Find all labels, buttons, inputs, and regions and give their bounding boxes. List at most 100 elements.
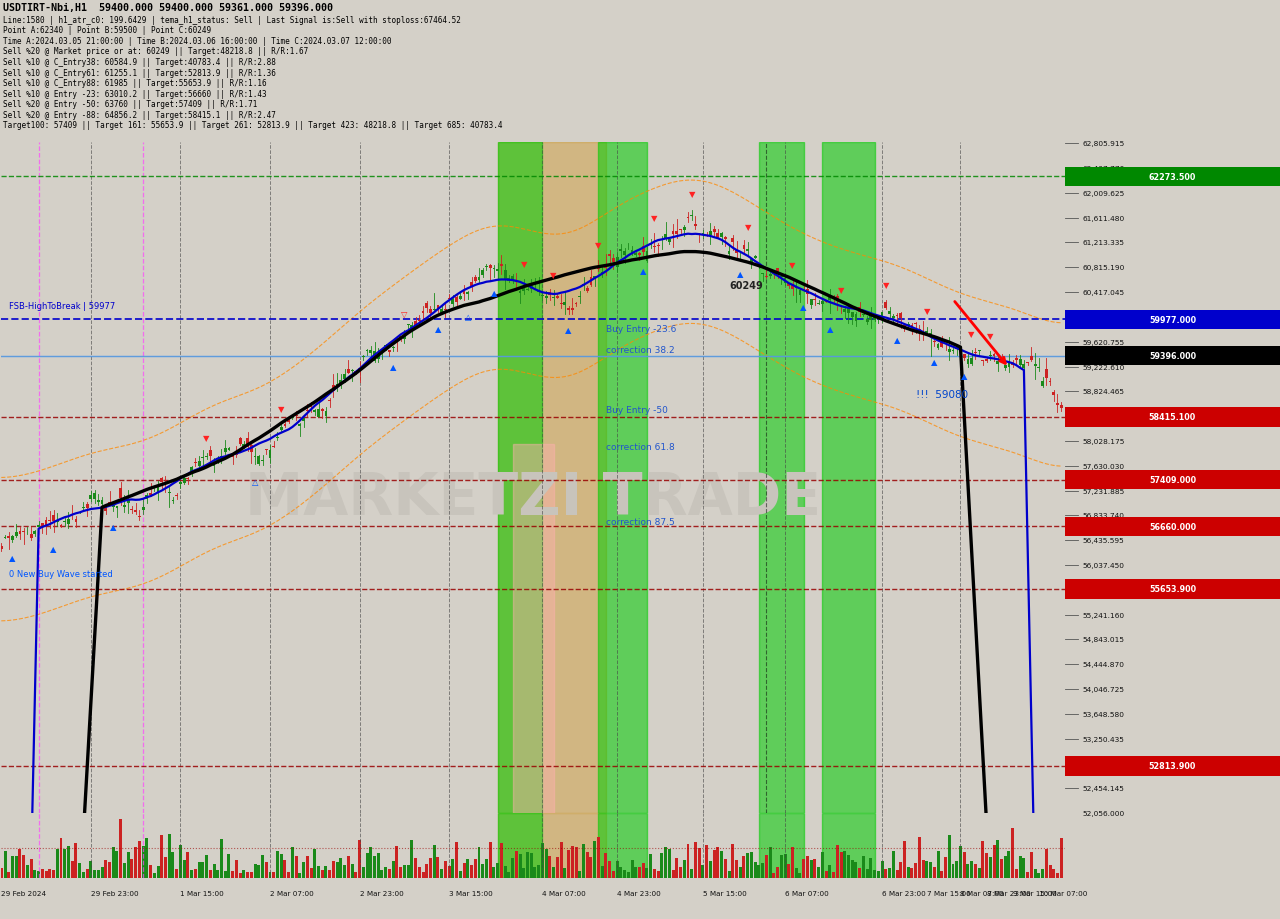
Bar xyxy=(466,293,470,294)
Bar xyxy=(549,293,552,296)
Bar xyxy=(411,325,413,331)
Bar xyxy=(201,862,205,878)
Bar xyxy=(205,457,207,458)
Bar xyxy=(111,505,115,507)
Bar xyxy=(1004,366,1006,369)
Text: 56,833.740: 56,833.740 xyxy=(1082,513,1124,519)
Bar xyxy=(676,857,678,878)
Bar xyxy=(787,284,790,286)
Text: 62,805.915: 62,805.915 xyxy=(1082,141,1124,147)
Bar xyxy=(498,813,543,878)
Text: 59,620.755: 59,620.755 xyxy=(1082,339,1124,346)
Bar xyxy=(1037,873,1041,878)
Bar xyxy=(620,250,622,252)
Bar xyxy=(257,866,260,878)
Bar xyxy=(12,537,14,540)
Bar xyxy=(444,310,447,311)
Bar xyxy=(680,868,682,878)
Bar xyxy=(276,437,279,438)
Bar xyxy=(877,871,879,878)
Bar xyxy=(945,857,947,878)
Bar xyxy=(668,240,671,244)
Bar xyxy=(250,446,252,452)
Bar xyxy=(0,547,3,549)
Bar xyxy=(855,862,858,878)
Bar xyxy=(799,291,801,296)
Bar xyxy=(986,360,988,361)
Text: Point A:62340 | Point B:59500 | Point C:60249: Point A:62340 | Point B:59500 | Point C:… xyxy=(3,26,211,35)
Text: 52813.900: 52813.900 xyxy=(1148,762,1197,771)
Bar xyxy=(664,847,667,878)
Bar xyxy=(22,856,26,878)
Bar xyxy=(1034,365,1037,367)
Bar xyxy=(620,868,622,878)
Bar xyxy=(127,501,129,504)
Bar xyxy=(228,448,230,450)
Bar xyxy=(914,863,918,878)
Bar xyxy=(242,445,246,448)
Bar xyxy=(212,864,215,878)
Text: △: △ xyxy=(465,312,471,322)
Bar xyxy=(246,872,250,878)
Bar xyxy=(328,870,332,878)
Bar xyxy=(937,851,940,878)
Text: FSB-HighToBreak | 59977: FSB-HighToBreak | 59977 xyxy=(9,302,115,311)
Bar xyxy=(347,856,349,878)
Bar xyxy=(787,864,790,878)
Bar xyxy=(896,315,899,316)
Bar xyxy=(541,295,544,297)
Bar xyxy=(332,385,335,391)
Bar xyxy=(559,303,562,305)
Bar xyxy=(417,867,421,878)
Bar xyxy=(910,868,914,878)
Bar xyxy=(1044,849,1048,878)
Bar xyxy=(197,862,201,878)
Bar xyxy=(512,444,554,813)
Bar xyxy=(951,351,955,352)
Bar xyxy=(41,524,44,528)
Bar xyxy=(29,534,32,539)
Bar xyxy=(657,245,659,247)
Bar xyxy=(552,868,556,878)
Text: Sell %10 @ C_Entry61: 61255.1 || Target:52813.9 || R/R:1.36: Sell %10 @ C_Entry61: 61255.1 || Target:… xyxy=(3,68,275,77)
Text: ▼: ▼ xyxy=(969,330,975,339)
Bar xyxy=(951,864,955,878)
Bar xyxy=(604,853,608,878)
Bar xyxy=(840,307,842,308)
Text: ▼: ▼ xyxy=(652,214,658,223)
Bar xyxy=(104,860,108,878)
Bar xyxy=(280,855,283,878)
Bar xyxy=(731,845,735,878)
Bar xyxy=(567,850,570,878)
Bar xyxy=(138,841,141,878)
Bar xyxy=(160,479,163,482)
Text: ▲: ▲ xyxy=(110,522,116,531)
Text: Target100: 57409 || Target 161: 55653.9 || Target 261: 52813.9 || Target 423: 48: Target100: 57409 || Target 161: 55653.9 … xyxy=(3,121,502,130)
Bar xyxy=(571,845,573,878)
Bar xyxy=(273,872,275,878)
Bar xyxy=(335,862,339,878)
Bar xyxy=(415,322,417,325)
Bar xyxy=(273,447,275,448)
Bar xyxy=(433,310,435,311)
Bar xyxy=(97,500,100,503)
Bar xyxy=(283,860,287,878)
Bar xyxy=(228,854,230,878)
Bar xyxy=(63,849,67,878)
Bar xyxy=(780,277,783,278)
Bar xyxy=(146,495,148,499)
Bar xyxy=(631,251,634,254)
Bar xyxy=(407,324,410,326)
Bar xyxy=(22,531,26,533)
Bar xyxy=(164,857,166,878)
Bar xyxy=(351,865,353,878)
Text: ▲: ▲ xyxy=(640,267,646,276)
Bar xyxy=(552,298,556,299)
Bar xyxy=(18,531,22,535)
Bar xyxy=(590,857,593,878)
Bar xyxy=(959,846,963,878)
Bar xyxy=(986,854,988,878)
Bar xyxy=(660,240,663,241)
Bar xyxy=(1034,869,1037,878)
Bar xyxy=(959,351,961,352)
